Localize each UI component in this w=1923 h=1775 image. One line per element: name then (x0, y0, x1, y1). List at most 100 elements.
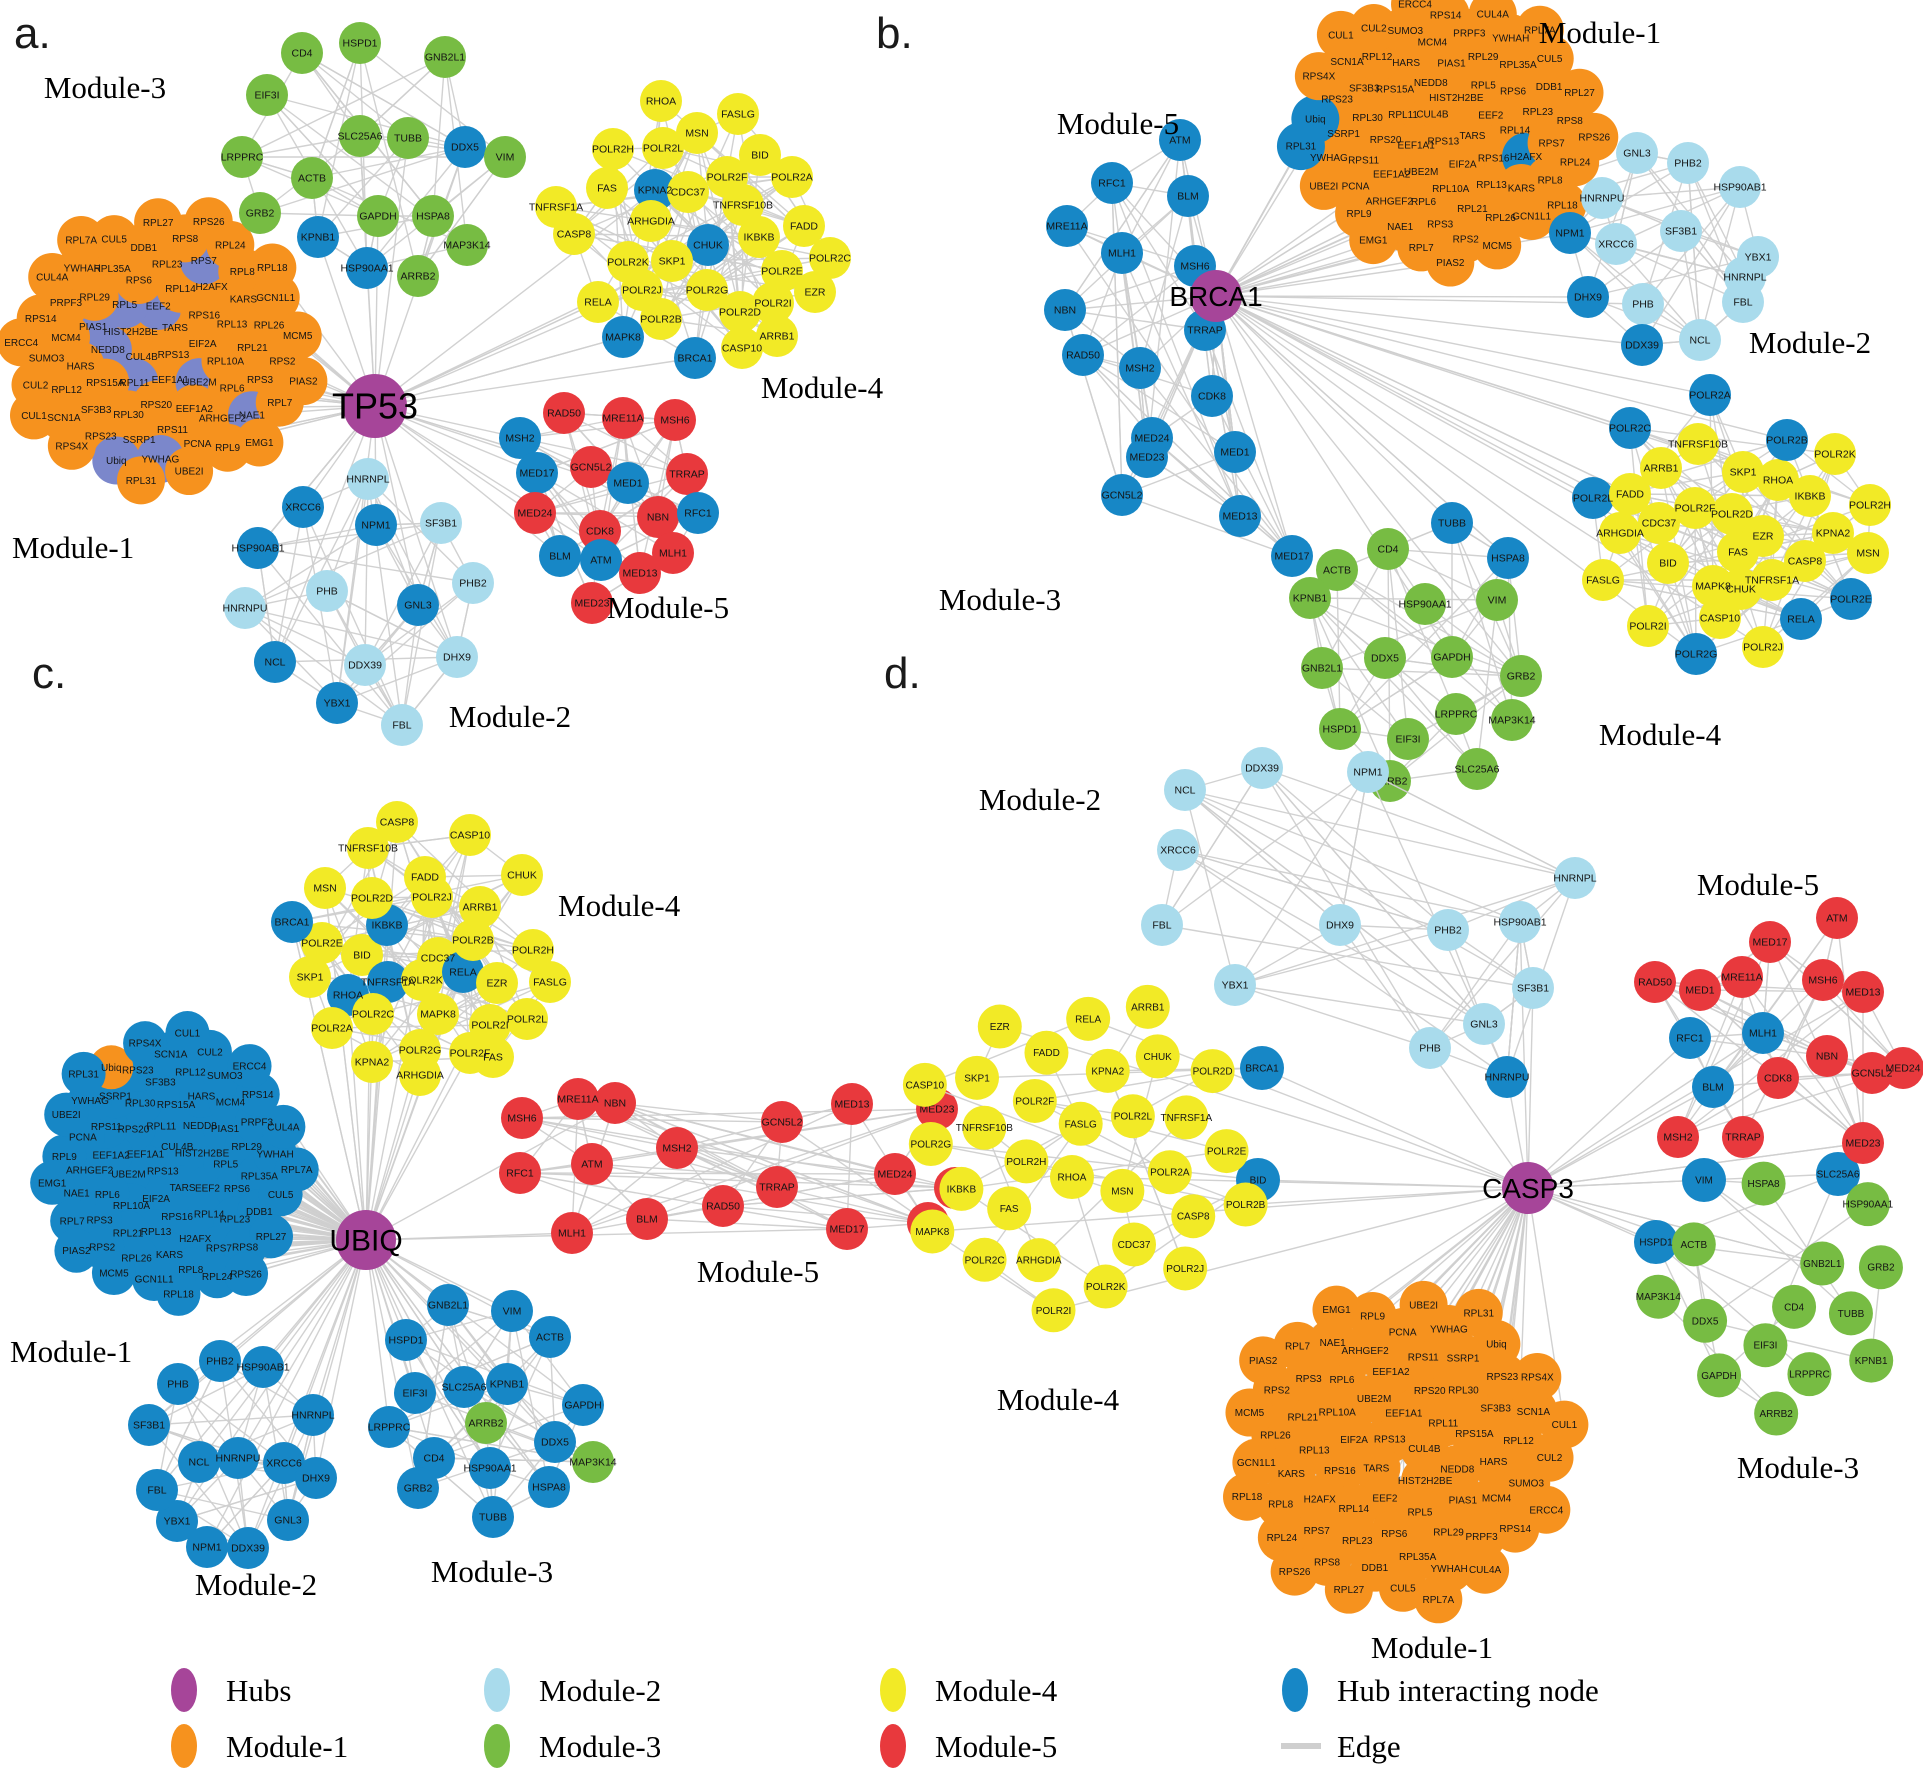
node-MSN (1847, 532, 1889, 574)
node-RFC1 (1091, 162, 1133, 204)
node-ARRB2 (465, 1402, 507, 1444)
edge (1601, 186, 1741, 199)
edge (1184, 789, 1341, 926)
edge (274, 506, 304, 663)
node-CUL4A (1461, 1545, 1510, 1594)
edge (1709, 394, 1714, 587)
node-GNL3 (1463, 1003, 1505, 1045)
node-POLR2F (1012, 1078, 1057, 1123)
node-POLR2F (1674, 487, 1716, 529)
node-POLR2C (962, 1237, 1007, 1282)
node-EIF3I (246, 74, 288, 116)
node-MLH1 (551, 1212, 593, 1254)
node-PHB2 (452, 562, 494, 604)
node-GRB2 (239, 192, 281, 234)
node-YBX1 (316, 682, 358, 724)
node-KPNA2 (634, 169, 676, 211)
node-TRRAP (1722, 1116, 1764, 1158)
node-POLR2A (771, 156, 813, 198)
node-POLR2E (1204, 1129, 1249, 1174)
node-EMG1 (1349, 216, 1398, 265)
legend-marker-Module-3 (484, 1724, 510, 1768)
node-UBE2I (44, 1092, 89, 1137)
edge (1527, 987, 1534, 1189)
node-POLR2G (399, 1029, 441, 1071)
edge (1215, 145, 1302, 297)
node-RFC1 (1669, 1017, 1711, 1059)
node-MSH2 (1119, 347, 1161, 389)
node-RPS4X (47, 421, 96, 470)
node-PIAS2 (1426, 238, 1475, 287)
node-CHUK (687, 224, 729, 266)
node-EZR (1742, 515, 1784, 557)
node-CASP10 (449, 814, 491, 856)
node-NBN (1044, 289, 1086, 331)
edge (571, 1103, 853, 1234)
edge (257, 547, 403, 726)
node-FASLG (529, 961, 571, 1003)
node-POLR2K (1814, 433, 1856, 475)
edge (1184, 789, 1534, 989)
node-POLR2L (1110, 1094, 1155, 1139)
node-TUBB (472, 1496, 514, 1538)
node-VIM (484, 136, 526, 178)
node-CDC37 (1112, 1222, 1157, 1267)
edge (1082, 354, 1293, 557)
node-POLR2K (1083, 1264, 1128, 1309)
node-BID (341, 934, 383, 976)
node-XRCC6 (282, 486, 324, 528)
node-ERCC4 (0, 318, 46, 367)
node-KPNB1 (297, 216, 339, 258)
edge (1107, 1067, 1263, 1072)
module-title-b-Module-4: Module-4 (1599, 717, 1722, 752)
node-RPL18 (1223, 1472, 1272, 1521)
node-GNB2L1 (424, 36, 466, 78)
edge (1234, 877, 1576, 986)
node-NBN (594, 1082, 636, 1124)
edge (1177, 849, 1521, 923)
module-title-c-Module-3: Module-3 (431, 1554, 553, 1589)
node-ARRB2 (1754, 1391, 1799, 1436)
node-POLR2K (401, 959, 443, 1001)
node-ARRB1 (459, 886, 501, 928)
node-GNB2L1 (1301, 647, 1343, 689)
node-TNFRSF10B (1677, 423, 1719, 465)
node-BRCA1 (674, 337, 716, 379)
edge (577, 1098, 929, 1224)
edge (1053, 1187, 1529, 1311)
edge (1836, 917, 1864, 1144)
edge (1704, 1203, 1869, 1322)
node-GAPDH (357, 195, 399, 237)
edge (1703, 1179, 1823, 1265)
node-NBN (1806, 1035, 1848, 1077)
node-FBL (136, 1469, 178, 1511)
node-UBE2I (1299, 161, 1348, 210)
edge (489, 1336, 551, 1469)
node-CUL1 (1540, 1400, 1589, 1449)
node-CUL1 (9, 391, 58, 440)
node-ARHGDIA (1599, 512, 1641, 554)
edge (374, 189, 656, 407)
node-GCN5L2 (570, 446, 612, 488)
hub-node-TP53 (343, 374, 407, 438)
edge (1527, 1086, 1714, 1189)
edge (1667, 552, 1869, 564)
hub-label-BRCA1: BRCA1 (1169, 281, 1262, 312)
node-ACTB (529, 1316, 571, 1358)
edge (1339, 557, 1509, 730)
edge (311, 146, 466, 179)
edge (1699, 186, 1741, 341)
node-POLR2G (908, 1121, 953, 1166)
legend-marker-Module-4 (880, 1668, 906, 1712)
node-NCL (254, 641, 296, 683)
edge (1336, 569, 1513, 721)
node-FADD (783, 205, 825, 247)
panel-a: RPS13CUL4BTARSEEF1A1HIST2H2BEEIF2ARPL11E… (0, 9, 884, 746)
node-RAD50 (543, 392, 585, 434)
node-FAS (987, 1186, 1032, 1231)
edge (1215, 295, 1643, 346)
hub-node-BRCA1 (1190, 270, 1242, 322)
edge (1309, 597, 1522, 677)
